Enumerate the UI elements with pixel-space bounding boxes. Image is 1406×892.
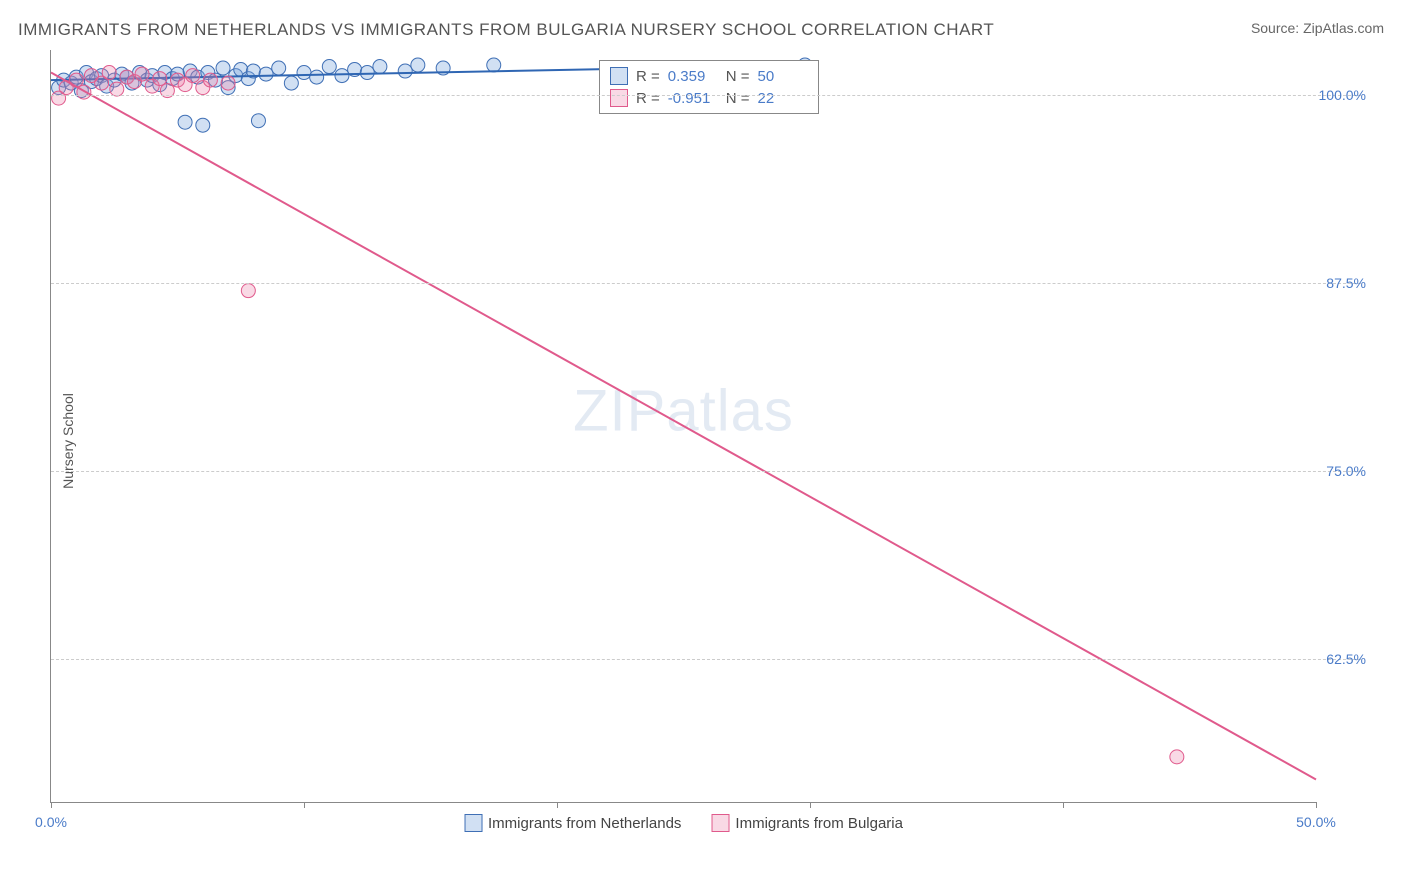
plot-area: ZIPatlas R = 0.359 N = 50 R = -0.951 N =…: [50, 50, 1316, 803]
swatch-netherlands-icon: [610, 67, 628, 85]
stats-row-bulgaria: R = -0.951 N = 22: [610, 87, 808, 109]
data-point: [241, 284, 255, 298]
data-point: [251, 114, 265, 128]
data-point: [110, 82, 124, 96]
data-point: [221, 76, 235, 90]
legend-label-bulgaria: Immigrants from Bulgaria: [735, 815, 903, 832]
data-point: [1170, 750, 1184, 764]
data-point: [297, 66, 311, 80]
data-point: [398, 64, 412, 78]
data-point: [272, 61, 286, 75]
x-tick: [51, 802, 52, 808]
data-point: [360, 66, 374, 80]
legend-label-netherlands: Immigrants from Netherlands: [488, 815, 681, 832]
series-legend: Immigrants from Netherlands Immigrants f…: [464, 814, 903, 832]
legend-swatch-netherlands-icon: [464, 814, 482, 832]
data-point: [153, 72, 167, 86]
gridline: [51, 659, 1361, 660]
n-label: N =: [726, 90, 750, 107]
data-point: [102, 66, 116, 80]
gridline: [51, 95, 1361, 96]
data-point: [135, 67, 149, 81]
data-point: [259, 67, 273, 81]
legend-item-bulgaria: Immigrants from Bulgaria: [711, 814, 903, 832]
source-attribution: Source: ZipAtlas.com: [1251, 20, 1384, 36]
x-tick-label-left: 0.0%: [35, 814, 67, 830]
data-point: [284, 76, 298, 90]
data-point: [310, 70, 324, 84]
data-point: [322, 60, 336, 74]
stats-legend: R = 0.359 N = 50 R = -0.951 N = 22: [599, 60, 819, 114]
trend-line: [51, 73, 1316, 780]
r-label: R =: [636, 90, 660, 107]
data-point: [373, 60, 387, 74]
r-label: R =: [636, 68, 660, 85]
x-tick: [810, 802, 811, 808]
x-tick-label-right: 50.0%: [1296, 814, 1336, 830]
x-tick: [1316, 802, 1317, 808]
x-tick: [304, 802, 305, 808]
data-point: [487, 58, 501, 72]
y-tick-label: 62.5%: [1326, 651, 1366, 667]
n-value-netherlands: 50: [758, 68, 808, 85]
swatch-bulgaria-icon: [610, 89, 628, 107]
data-point: [216, 61, 230, 75]
data-point: [196, 118, 210, 132]
r-value-bulgaria: -0.951: [668, 90, 718, 107]
gridline: [51, 283, 1361, 284]
n-value-bulgaria: 22: [758, 90, 808, 107]
data-point: [178, 115, 192, 129]
x-tick: [557, 802, 558, 808]
x-tick: [1063, 802, 1064, 808]
data-point: [203, 73, 217, 87]
data-point: [186, 69, 200, 83]
plot-svg: [51, 50, 1316, 802]
gridline: [51, 471, 1361, 472]
data-point: [335, 69, 349, 83]
y-tick-label: 100.0%: [1319, 87, 1366, 103]
stats-row-netherlands: R = 0.359 N = 50: [610, 65, 808, 87]
chart-title: IMMIGRANTS FROM NETHERLANDS VS IMMIGRANT…: [18, 20, 994, 40]
legend-item-netherlands: Immigrants from Netherlands: [464, 814, 681, 832]
y-tick-label: 87.5%: [1326, 275, 1366, 291]
chart-container: Nursery School ZIPatlas R = 0.359 N = 50…: [50, 50, 1360, 832]
data-point: [411, 58, 425, 72]
n-label: N =: [726, 68, 750, 85]
y-tick-label: 75.0%: [1326, 463, 1366, 479]
legend-swatch-bulgaria-icon: [711, 814, 729, 832]
r-value-netherlands: 0.359: [668, 68, 718, 85]
